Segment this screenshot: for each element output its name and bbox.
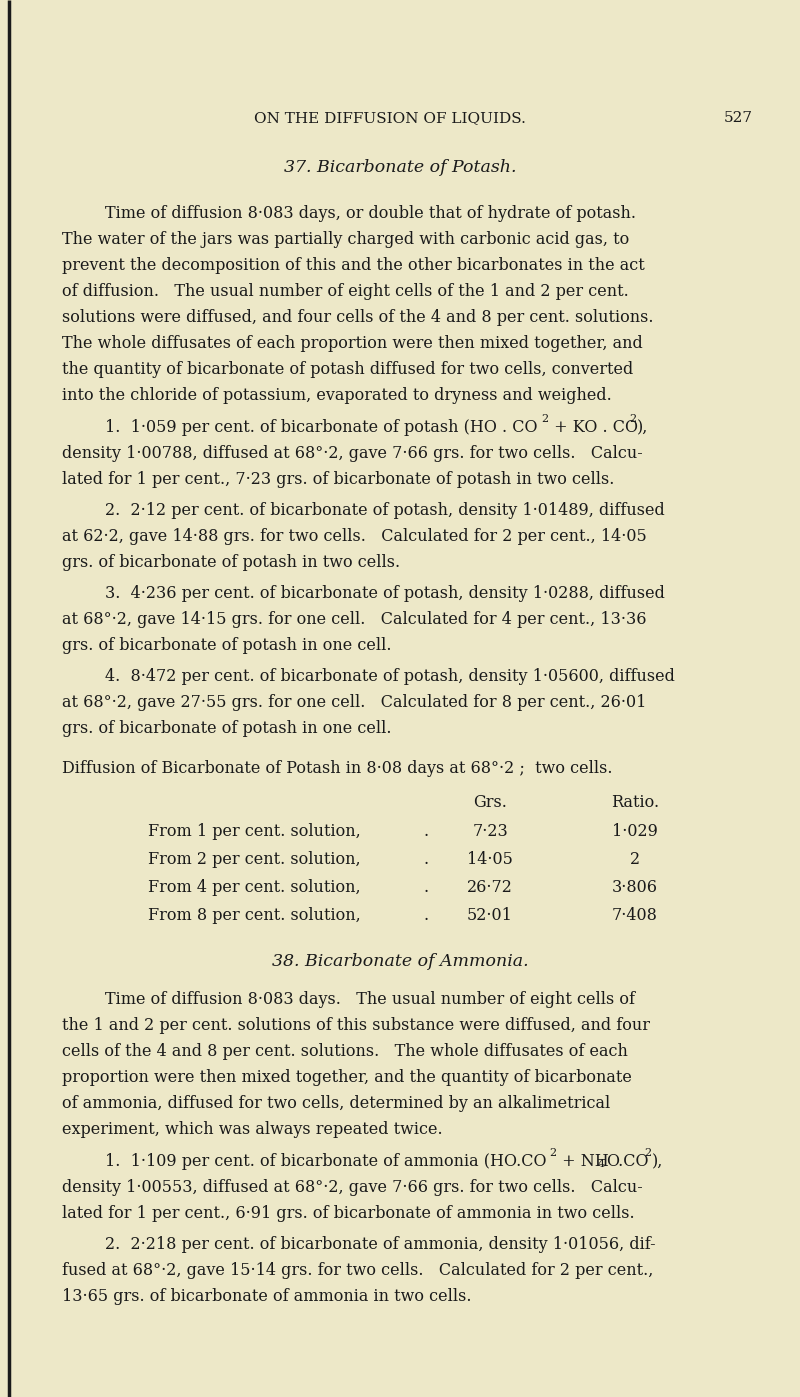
Text: 4.  8·472 per cent. of bicarbonate of potash, density 1·05600, diffused: 4. 8·472 per cent. of bicarbonate of pot… xyxy=(105,668,675,685)
Text: From 1 per cent. solution,: From 1 per cent. solution, xyxy=(148,823,361,840)
Text: 14·05: 14·05 xyxy=(467,851,513,868)
Text: the 1 and 2 per cent. solutions of this substance were diffused, and four: the 1 and 2 per cent. solutions of this … xyxy=(62,1017,650,1034)
Text: 4: 4 xyxy=(598,1160,605,1169)
Text: grs. of bicarbonate of potash in one cell.: grs. of bicarbonate of potash in one cel… xyxy=(62,637,391,654)
Text: 26·72: 26·72 xyxy=(467,879,513,895)
Text: O.CO: O.CO xyxy=(606,1153,649,1171)
Text: Diffusion of Bicarbonate of Potash in 8·08 days at 68°·2 ;  two cells.: Diffusion of Bicarbonate of Potash in 8·… xyxy=(62,760,613,777)
Text: 2: 2 xyxy=(549,1148,556,1158)
Text: .: . xyxy=(423,879,429,895)
Text: cells of the 4 and 8 per cent. solutions.   The whole diffusates of each: cells of the 4 and 8 per cent. solutions… xyxy=(62,1044,628,1060)
Text: at 68°·2, gave 14·15 grs. for one cell.   Calculated for 4 per cent., 13·36: at 68°·2, gave 14·15 grs. for one cell. … xyxy=(62,610,646,629)
Text: at 62·2, gave 14·88 grs. for two cells.   Calculated for 2 per cent., 14·05: at 62·2, gave 14·88 grs. for two cells. … xyxy=(62,528,646,545)
Text: lated for 1 per cent., 6·91 grs. of bicarbonate of ammonia in two cells.: lated for 1 per cent., 6·91 grs. of bica… xyxy=(62,1206,634,1222)
Text: From 8 per cent. solution,: From 8 per cent. solution, xyxy=(148,907,361,923)
Text: 7·23: 7·23 xyxy=(472,823,508,840)
Text: + KO . CO: + KO . CO xyxy=(549,419,638,436)
Text: 2: 2 xyxy=(644,1148,651,1158)
Text: .: . xyxy=(423,823,429,840)
Text: Grs.: Grs. xyxy=(473,793,507,812)
Text: Time of diffusion 8·083 days.   The usual number of eight cells of: Time of diffusion 8·083 days. The usual … xyxy=(105,990,635,1009)
Text: of diffusion.   The usual number of eight cells of the 1 and 2 per cent.: of diffusion. The usual number of eight … xyxy=(62,284,629,300)
Text: into the chloride of potassium, evaporated to dryness and weighed.: into the chloride of potassium, evaporat… xyxy=(62,387,612,404)
Text: From 4 per cent. solution,: From 4 per cent. solution, xyxy=(148,879,361,895)
Text: 527: 527 xyxy=(723,110,753,124)
Text: ON THE DIFFUSION OF LIQUIDS.: ON THE DIFFUSION OF LIQUIDS. xyxy=(254,110,526,124)
Text: 2.  2·218 per cent. of bicarbonate of ammonia, density 1·01056, dif-: 2. 2·218 per cent. of bicarbonate of amm… xyxy=(105,1236,656,1253)
Text: The water of the jars was partially charged with carbonic acid gas, to: The water of the jars was partially char… xyxy=(62,231,630,249)
Text: the quantity of bicarbonate of potash diffused for two cells, converted: the quantity of bicarbonate of potash di… xyxy=(62,360,634,379)
Text: ),: ), xyxy=(637,419,648,436)
Text: 2: 2 xyxy=(541,414,548,425)
Text: 2: 2 xyxy=(630,851,640,868)
Text: 3·806: 3·806 xyxy=(612,879,658,895)
Text: 7·408: 7·408 xyxy=(612,907,658,923)
Text: prevent the decomposition of this and the other bicarbonates in the act: prevent the decomposition of this and th… xyxy=(62,257,645,274)
Text: proportion were then mixed together, and the quantity of bicarbonate: proportion were then mixed together, and… xyxy=(62,1069,632,1085)
Text: density 1·00788, diffused at 68°·2, gave 7·66 grs. for two cells.   Calcu-: density 1·00788, diffused at 68°·2, gave… xyxy=(62,446,642,462)
Text: The whole diffusates of each proportion were then mixed together, and: The whole diffusates of each proportion … xyxy=(62,335,642,352)
Text: 37. Bicarbonate of Potash.: 37. Bicarbonate of Potash. xyxy=(284,159,516,176)
Text: lated for 1 per cent., 7·23 grs. of bicarbonate of potash in two cells.: lated for 1 per cent., 7·23 grs. of bica… xyxy=(62,471,614,488)
Text: 2.  2·12 per cent. of bicarbonate of potash, density 1·01489, diffused: 2. 2·12 per cent. of bicarbonate of pota… xyxy=(105,502,665,520)
Text: From 2 per cent. solution,: From 2 per cent. solution, xyxy=(148,851,361,868)
Text: 1.  1·109 per cent. of bicarbonate of ammonia (HO.CO: 1. 1·109 per cent. of bicarbonate of amm… xyxy=(105,1153,546,1171)
Text: 1.  1·059 per cent. of bicarbonate of potash (HO . CO: 1. 1·059 per cent. of bicarbonate of pot… xyxy=(105,419,538,436)
Text: 13·65 grs. of bicarbonate of ammonia in two cells.: 13·65 grs. of bicarbonate of ammonia in … xyxy=(62,1288,471,1305)
Text: 38. Bicarbonate of Ammonia.: 38. Bicarbonate of Ammonia. xyxy=(272,953,528,970)
Text: .: . xyxy=(423,907,429,923)
Text: Time of diffusion 8·083 days, or double that of hydrate of potash.: Time of diffusion 8·083 days, or double … xyxy=(105,205,636,222)
Text: 3.  4·236 per cent. of bicarbonate of potash, density 1·0288, diffused: 3. 4·236 per cent. of bicarbonate of pot… xyxy=(105,585,665,602)
Text: 1·029: 1·029 xyxy=(612,823,658,840)
Text: density 1·00553, diffused at 68°·2, gave 7·66 grs. for two cells.   Calcu-: density 1·00553, diffused at 68°·2, gave… xyxy=(62,1179,642,1196)
Text: of ammonia, diffused for two cells, determined by an alkalimetrical: of ammonia, diffused for two cells, dete… xyxy=(62,1095,610,1112)
Text: .: . xyxy=(423,851,429,868)
Text: solutions were diffused, and four cells of the 4 and 8 per cent. solutions.: solutions were diffused, and four cells … xyxy=(62,309,654,326)
Text: 52·01: 52·01 xyxy=(467,907,513,923)
Text: fused at 68°·2, gave 15·14 grs. for two cells.   Calculated for 2 per cent.,: fused at 68°·2, gave 15·14 grs. for two … xyxy=(62,1261,654,1280)
Text: grs. of bicarbonate of potash in two cells.: grs. of bicarbonate of potash in two cel… xyxy=(62,555,400,571)
Text: + NH: + NH xyxy=(557,1153,609,1171)
Text: 2: 2 xyxy=(629,414,636,425)
Text: experiment, which was always repeated twice.: experiment, which was always repeated tw… xyxy=(62,1120,442,1139)
Text: ),: ), xyxy=(652,1153,663,1171)
Text: Ratio.: Ratio. xyxy=(611,793,659,812)
Text: grs. of bicarbonate of potash in one cell.: grs. of bicarbonate of potash in one cel… xyxy=(62,719,391,738)
Text: at 68°·2, gave 27·55 grs. for one cell.   Calculated for 8 per cent., 26·01: at 68°·2, gave 27·55 grs. for one cell. … xyxy=(62,694,646,711)
